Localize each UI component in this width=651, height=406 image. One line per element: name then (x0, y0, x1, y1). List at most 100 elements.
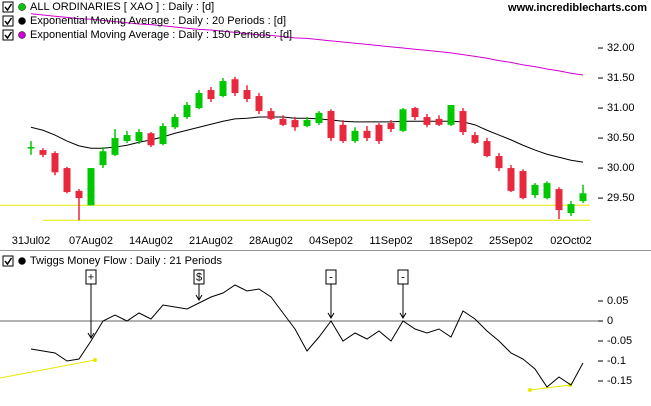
legend-label: Exponential Moving Average : Daily : 150… (30, 29, 292, 41)
legend-label: ALL ORDINARIES [ XAO ] : Daily : [d] (30, 1, 214, 13)
candle-body (327, 111, 335, 139)
signal-box (193, 269, 205, 285)
indicator-line (30, 284, 584, 388)
candle-body (39, 150, 47, 155)
x-tick-label: 02Oct02 (550, 235, 592, 247)
y-tick-label: 32.00 (607, 42, 635, 54)
candle-body (159, 126, 167, 145)
candle-body (315, 112, 323, 124)
signal-label: + (88, 271, 94, 283)
legend-dot (18, 17, 26, 25)
signal-label: $ (196, 271, 202, 283)
legend-checkbox (2, 29, 14, 41)
x-tick-label: 18Sep02 (429, 235, 473, 247)
candle-body (303, 120, 311, 127)
legend-checkbox (2, 1, 14, 13)
x-tick-label: 04Sep02 (309, 235, 353, 247)
legend-check (4, 17, 13, 26)
y-tick-label: 31.50 (607, 72, 635, 84)
legend-dot (18, 3, 26, 11)
signal-box (325, 269, 337, 285)
signal-label: - (401, 271, 405, 283)
candle-body (579, 193, 587, 202)
legend-check (4, 31, 13, 40)
candle-body (495, 156, 503, 169)
y-tick-label: -0.05 (607, 335, 632, 347)
trendline (0, 359, 96, 379)
candle-body (75, 190, 83, 199)
candle-body (171, 117, 179, 128)
legend-dot (18, 31, 26, 39)
candle-body (183, 105, 191, 118)
candle-body (411, 108, 419, 118)
candle-body (471, 135, 479, 143)
candle-body (207, 90, 215, 100)
candle-body (99, 151, 107, 166)
candle-body (351, 130, 359, 142)
y-tick-label: 29.50 (607, 192, 635, 204)
candle-body (51, 153, 59, 173)
candle-body (231, 79, 239, 94)
y-tick-label: 31.00 (607, 102, 635, 114)
candle-body (567, 204, 575, 214)
candle-body (147, 133, 155, 146)
candle-body (543, 183, 551, 199)
legend-checkbox (2, 15, 14, 27)
candle-body (291, 120, 299, 128)
candle-body (279, 118, 287, 125)
candle-body (111, 138, 119, 155)
y-tick-label: 0 (607, 315, 613, 327)
trendline (529, 384, 571, 391)
y-tick-label: 0.05 (607, 295, 628, 307)
legend-label: Twiggs Money Flow : Daily : 21 Periods (30, 255, 222, 267)
signal-arrowhead (399, 312, 407, 319)
candle-body (375, 124, 383, 142)
candle-body (435, 118, 443, 125)
signal-label: - (329, 271, 333, 283)
candle-body (267, 111, 275, 119)
candle-body (531, 184, 539, 196)
candle-body (243, 90, 251, 100)
x-tick-label: 11Sep02 (369, 235, 412, 247)
trendline-point (528, 388, 532, 392)
x-tick-label: 21Aug02 (189, 235, 233, 247)
candle-body (135, 132, 143, 142)
y-tick-label: 30.50 (607, 132, 635, 144)
candle-body (507, 168, 515, 191)
signal-arrowhead (87, 332, 95, 339)
x-tick-label: 31Jul02 (12, 235, 51, 247)
candle-body (387, 123, 395, 130)
trendline-point (93, 358, 97, 362)
x-tick-label: 07Aug02 (69, 235, 113, 247)
candle-body (219, 81, 227, 97)
candle-body (519, 171, 527, 199)
legend-label: Exponential Moving Average : Daily : 20 … (30, 15, 286, 27)
x-tick-label: 14Aug02 (129, 235, 173, 247)
signal-box (397, 269, 409, 285)
signal-box (85, 269, 97, 285)
candle-body (459, 111, 467, 133)
candle-body (339, 124, 347, 142)
legend-checkbox (2, 255, 14, 267)
candle-body (447, 105, 455, 125)
y-tick-label: -0.15 (607, 375, 632, 387)
legend-dot (18, 257, 26, 265)
x-tick-label: 25Sep02 (489, 235, 533, 247)
legend-check (4, 3, 13, 12)
candle-body (555, 189, 563, 211)
candle-body (87, 168, 95, 206)
candle-body (255, 96, 263, 112)
x-tick-label: 28Aug02 (249, 235, 293, 247)
moving-average (30, 13, 584, 76)
signal-arrowhead (327, 312, 335, 319)
y-tick-label: 30.00 (607, 162, 635, 174)
y-tick-label: -0.1 (607, 355, 626, 367)
legend-check (4, 257, 13, 266)
signal-arrowhead (195, 294, 203, 301)
candle-body (123, 135, 131, 142)
candle-body (399, 109, 407, 131)
candle-body (423, 117, 431, 125)
watermark: www.incrediblecharts.com (507, 2, 647, 14)
